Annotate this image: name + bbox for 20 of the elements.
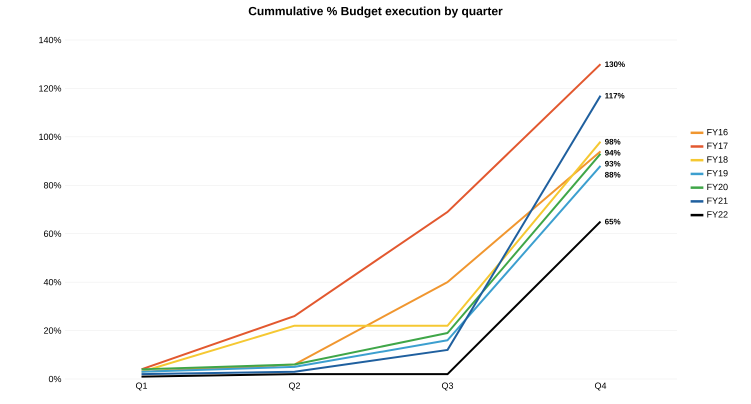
legend-label: FY20 — [707, 184, 728, 190]
x-tick-label: Q1 — [136, 382, 148, 390]
legend-label: FY22 — [707, 211, 728, 218]
y-tick-label: 120% — [39, 85, 62, 92]
chart-title: Cummulative % Budget execution by quarter — [248, 6, 503, 18]
legend-label: FY18 — [707, 156, 728, 163]
y-tick-label: 60% — [44, 230, 62, 237]
legend-label: FY16 — [707, 128, 728, 136]
y-tick-label: 20% — [44, 327, 62, 334]
x-tick-label: Q3 — [442, 382, 454, 390]
y-tick-label: 140% — [39, 36, 62, 44]
y-tick-label: 0% — [48, 376, 62, 382]
x-tick-label: Q4 — [594, 382, 606, 390]
legend-label: FY19 — [707, 170, 728, 176]
y-tick-label: 100% — [39, 134, 62, 140]
legend-label: FY21 — [707, 198, 728, 204]
y-tick-label: 40% — [44, 278, 62, 286]
legend-label: FY17 — [707, 142, 728, 149]
x-tick-label: Q2 — [288, 382, 300, 390]
y-tick-label: 80% — [44, 182, 62, 188]
